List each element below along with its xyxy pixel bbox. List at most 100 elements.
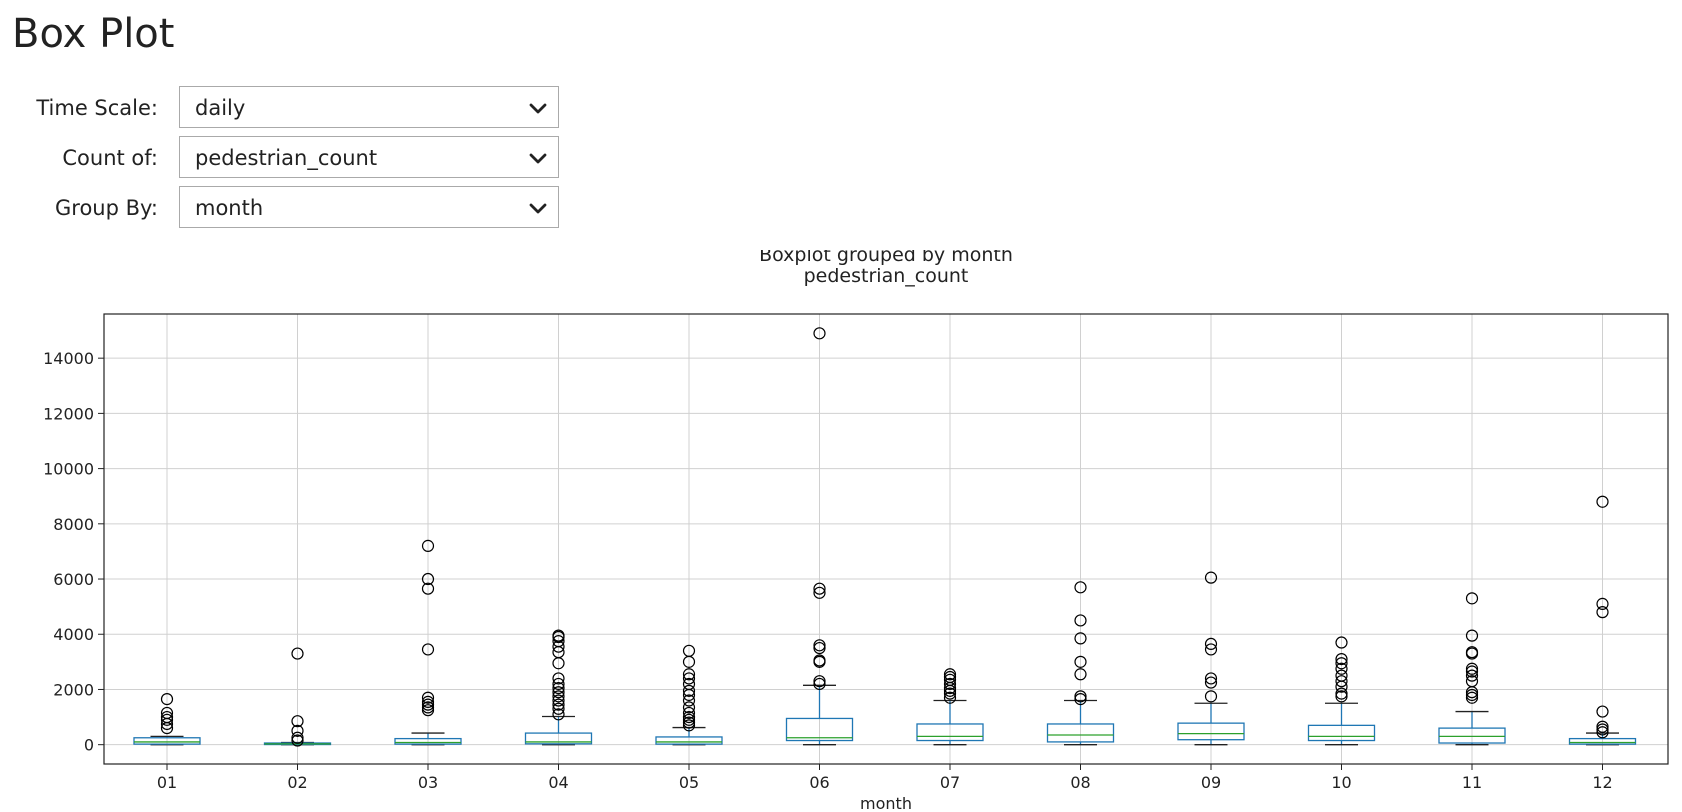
outlier-point <box>813 586 826 599</box>
y-tick-label: 2000 <box>53 680 94 699</box>
box-group <box>785 327 854 746</box>
grid-lines <box>104 314 1668 764</box>
outlier-point <box>1074 693 1087 706</box>
outlier-point <box>813 639 826 652</box>
outlier-point <box>1596 726 1609 739</box>
outlier-point <box>682 716 696 729</box>
outlier-point <box>1465 688 1479 702</box>
outlier-point <box>682 684 696 697</box>
outlier-point <box>1596 723 1609 736</box>
outlier-point <box>1596 597 1609 610</box>
outlier-point <box>943 677 957 691</box>
outlier-point <box>421 643 435 656</box>
x-tick-label: 07 <box>940 773 960 792</box>
y-tick-label: 10000 <box>43 460 94 479</box>
outlier-point <box>1204 672 1218 685</box>
outlier-point <box>1204 571 1218 584</box>
outlier-point <box>1335 675 1348 688</box>
outlier-point <box>1596 495 1609 508</box>
iqr-box <box>785 717 854 742</box>
outlier-point <box>291 724 304 737</box>
group-by-select[interactable]: month <box>179 186 559 228</box>
outlier-point <box>552 690 565 703</box>
outlier-point <box>813 675 826 688</box>
box-group <box>263 647 332 747</box>
page-title: Box Plot <box>12 11 175 57</box>
y-tick-label: 0 <box>84 736 94 755</box>
outlier-point <box>1465 662 1479 675</box>
outlier-point <box>682 701 696 714</box>
box-group <box>1568 495 1637 746</box>
outlier-point <box>682 719 696 732</box>
iqr-box <box>1438 727 1506 744</box>
outlier-point <box>1074 690 1087 703</box>
outlier-point <box>1596 606 1609 619</box>
axis-ticks: 0 2000 4000 6000 8000 10000 12000 14000 01 02 03 04… <box>43 349 1613 792</box>
count-of-select[interactable]: pedestrian_count <box>179 136 559 178</box>
box-group <box>394 539 462 746</box>
outlier-point <box>682 713 696 726</box>
x-tick-label: 04 <box>548 773 568 792</box>
outlier-point <box>1074 655 1087 668</box>
outlier-point <box>1465 691 1479 704</box>
outlier-point <box>1074 581 1087 594</box>
iqr-box <box>524 732 593 745</box>
outlier-point <box>421 572 435 586</box>
outlier-point <box>1335 687 1348 700</box>
iqr-box <box>916 723 984 742</box>
outlier-point <box>291 734 304 747</box>
outlier-point <box>421 701 435 714</box>
box-group <box>1177 571 1245 746</box>
x-tick-label: 11 <box>1462 773 1482 792</box>
count-of-control: Count of: pedestrian_count <box>0 136 600 180</box>
outlier-point <box>552 677 565 691</box>
chevron-down-icon <box>529 103 547 114</box>
outlier-point <box>1335 636 1348 649</box>
box-plot-chart: 0 2000 4000 6000 8000 10000 12000 14000 01 02 03 04… <box>43 250 1669 810</box>
outlier-point <box>1074 632 1087 645</box>
outlier-point <box>421 698 435 711</box>
box-group <box>1307 636 1376 746</box>
outlier-point <box>1074 668 1087 681</box>
outlier-point <box>1204 676 1218 689</box>
outlier-point <box>552 694 565 707</box>
time-scale-select[interactable]: daily <box>179 86 559 128</box>
group-by-value: month <box>195 196 264 220</box>
y-tick-label: 6000 <box>53 570 94 589</box>
outlier-point <box>813 677 826 691</box>
chevron-down-icon <box>529 203 547 214</box>
iqr-box <box>1177 722 1245 741</box>
outlier-point <box>552 698 565 711</box>
outlier-point <box>1596 720 1609 733</box>
count-of-label: Count of: <box>62 146 158 170</box>
outlier-point <box>160 710 174 724</box>
iqr-box <box>1046 723 1115 743</box>
outlier-point <box>1204 637 1218 651</box>
outlier-point <box>421 539 435 553</box>
outlier-point <box>552 708 565 721</box>
outlier-point <box>943 691 957 704</box>
iqr-box <box>1307 724 1376 742</box>
plot-frame <box>103 313 1669 765</box>
x-tick-label: 12 <box>1592 773 1612 792</box>
x-axis-label: month <box>860 794 912 810</box>
group-by-label: Group By: <box>55 196 158 220</box>
y-tick-label: 4000 <box>53 625 94 644</box>
iqr-box <box>133 737 201 745</box>
x-tick-label: 02 <box>287 773 307 792</box>
outlier-point <box>813 582 826 595</box>
outlier-point <box>1335 690 1348 703</box>
outlier-point <box>1465 665 1479 678</box>
outlier-point <box>1335 669 1348 682</box>
x-tick-label: 01 <box>157 773 177 792</box>
time-scale-control: Time Scale: daily <box>0 86 600 130</box>
y-tick-label: 14000 <box>43 349 94 368</box>
outlier-point <box>813 641 826 655</box>
iqr-box <box>1568 737 1637 745</box>
outlier-point <box>552 686 565 699</box>
outlier-point <box>1204 643 1218 656</box>
x-tick-label: 03 <box>418 773 438 792</box>
x-tick-label: 08 <box>1070 773 1090 792</box>
outlier-point <box>552 629 565 642</box>
count-of-value: pedestrian_count <box>195 146 378 170</box>
